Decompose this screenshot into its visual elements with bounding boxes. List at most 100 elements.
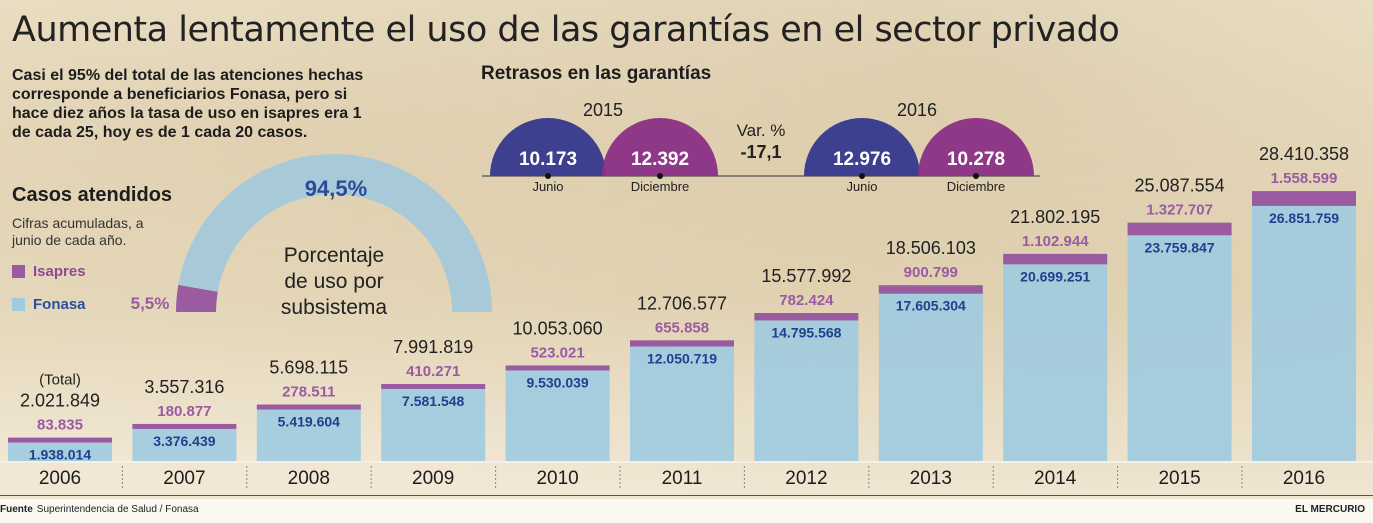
bar-isapres <box>8 437 112 443</box>
bar-isapres <box>1003 253 1108 265</box>
retrasos-junio-label: Junio <box>846 179 877 194</box>
total-value-label: 25.087.554 <box>1135 176 1225 196</box>
year-tick-label: 2016 <box>1283 468 1325 489</box>
bar-isapres <box>878 285 983 294</box>
total-value-label: 12.706.577 <box>637 293 727 313</box>
bar-fonasa <box>1252 205 1356 461</box>
retrasos-diciembre-dot <box>973 173 979 179</box>
footer-rule <box>0 495 1373 496</box>
retrasos-year: 2015 <box>583 100 623 120</box>
fonasa-value-label: 14.795.568 <box>771 324 841 340</box>
fonasa-value-label: 7.581.548 <box>402 393 464 409</box>
total-value-label: 3.557.316 <box>144 377 224 397</box>
legend-isapres: Isapres <box>12 263 86 280</box>
total-value-label: 21.802.195 <box>1010 207 1100 227</box>
fonasa-value-label: 23.759.847 <box>1145 239 1215 255</box>
fonasa-value-label: 3.376.439 <box>153 433 215 449</box>
isapres-value-label: 782.424 <box>779 292 834 309</box>
isapres-value-label: 900.799 <box>904 264 958 281</box>
source-label: Fuente <box>0 504 33 515</box>
year-tick-label: 2009 <box>412 468 454 489</box>
retrasos-diciembre-value: 12.392 <box>631 149 689 170</box>
donut-label-line: subsistema <box>281 296 388 319</box>
donut-fonasa-pct: 94,5% <box>305 176 367 201</box>
bar-isapres <box>1252 191 1356 206</box>
isapres-value-label: 523.021 <box>530 344 584 361</box>
retrasos-junio-value: 10.173 <box>519 149 577 170</box>
retrasos-title: Retrasos en las garantías <box>481 63 712 84</box>
donut-isapres-arc <box>176 284 218 312</box>
retrasos-diciembre-value: 10.278 <box>947 149 1005 170</box>
bar-isapres <box>256 404 361 410</box>
fonasa-value-label: 20.699.251 <box>1020 268 1090 284</box>
legend-fonasa: Fonasa <box>12 296 86 313</box>
bar-fonasa <box>381 388 486 461</box>
isapres-swatch <box>12 265 25 278</box>
legend-isapres-label: Isapres <box>33 263 86 280</box>
isapres-value-label: 278.511 <box>282 384 335 401</box>
casos-subtitle: Cifras acumuladas, a junio de cada año. <box>12 215 144 248</box>
total-value-label: 28.410.358 <box>1259 144 1349 164</box>
fonasa-value-label: 26.851.759 <box>1269 210 1339 226</box>
retrasos-var-value: -17,1 <box>740 142 781 162</box>
donut-fonasa-arc <box>178 153 492 312</box>
bar-isapres <box>381 383 486 389</box>
total-value-label: 7.991.819 <box>393 337 473 357</box>
year-tick-label: 2013 <box>910 468 952 489</box>
fonasa-value-label: 12.050.719 <box>647 351 717 367</box>
intro-text: Casi el 95% del total de las atenciones … <box>12 67 364 141</box>
total-value-label: 5.698.115 <box>269 358 348 378</box>
year-tick-label: 2007 <box>163 468 205 489</box>
retrasos-diciembre-label: Diciembre <box>631 179 690 194</box>
isapres-value-label: 410.271 <box>406 363 460 380</box>
retrasos-junio-semicircle <box>490 118 606 176</box>
bar-fonasa <box>630 346 734 461</box>
total-caption: (Total) <box>39 372 81 389</box>
bar-isapres <box>630 340 734 347</box>
bar-fonasa <box>878 293 983 461</box>
year-tick-label: 2010 <box>536 468 578 489</box>
isapres-value-label: 1.558.599 <box>1271 170 1338 187</box>
donut-label-line: Porcentaje <box>284 244 384 267</box>
bar-fonasa <box>505 370 610 461</box>
retrasos-junio-value: 12.976 <box>833 149 891 170</box>
isapres-value-label: 1.102.944 <box>1022 233 1089 250</box>
page-title: Aumenta lentamente el uso de las garantí… <box>12 10 1120 50</box>
retrasos-var-label: Var. % <box>737 121 786 140</box>
retrasos-diciembre-dot <box>657 173 663 179</box>
bar-fonasa <box>256 409 361 461</box>
bar-fonasa <box>8 442 112 461</box>
fonasa-value-label: 5.419.604 <box>278 414 340 430</box>
bar-isapres <box>1127 222 1232 236</box>
casos-title: Casos atendidos <box>12 184 173 206</box>
year-tick-label: 2006 <box>39 468 81 489</box>
total-value-label: 18.506.103 <box>886 238 976 258</box>
bar-fonasa <box>1003 264 1108 461</box>
retrasos-diciembre-label: Diciembre <box>947 179 1006 194</box>
isapres-value-label: 83.835 <box>37 417 83 434</box>
fonasa-value-label: 9.530.039 <box>526 374 588 390</box>
fonasa-swatch <box>12 298 25 311</box>
year-tick-label: 2011 <box>662 468 703 489</box>
retrasos-junio-label: Junio <box>532 179 563 194</box>
year-tick-label: 2012 <box>785 468 827 489</box>
donut-isapres-pct: 5,5% <box>131 294 170 313</box>
bar-fonasa <box>132 428 237 461</box>
brand-mark: EL MERCURIO <box>1295 504 1365 515</box>
retrasos-junio-dot <box>545 173 551 179</box>
year-tick-label: 2014 <box>1034 468 1077 489</box>
isapres-value-label: 1.327.707 <box>1146 202 1213 219</box>
bar-isapres <box>754 313 859 321</box>
retrasos-junio-semicircle <box>804 118 920 176</box>
footer-bar <box>0 499 1373 523</box>
total-value-label: 15.577.992 <box>761 266 851 286</box>
legend-fonasa-label: Fonasa <box>33 296 86 313</box>
retrasos-junio-dot <box>859 173 865 179</box>
total-value-label: 2.021.849 <box>20 391 100 411</box>
bar-isapres <box>132 423 237 429</box>
source-note: Fuente Superintendencia de Salud / Fonasa <box>0 504 199 515</box>
donut-label-line: de uso por <box>284 270 383 293</box>
fonasa-value-label: 1.938.014 <box>29 447 91 463</box>
fonasa-value-label: 17.605.304 <box>896 298 966 314</box>
